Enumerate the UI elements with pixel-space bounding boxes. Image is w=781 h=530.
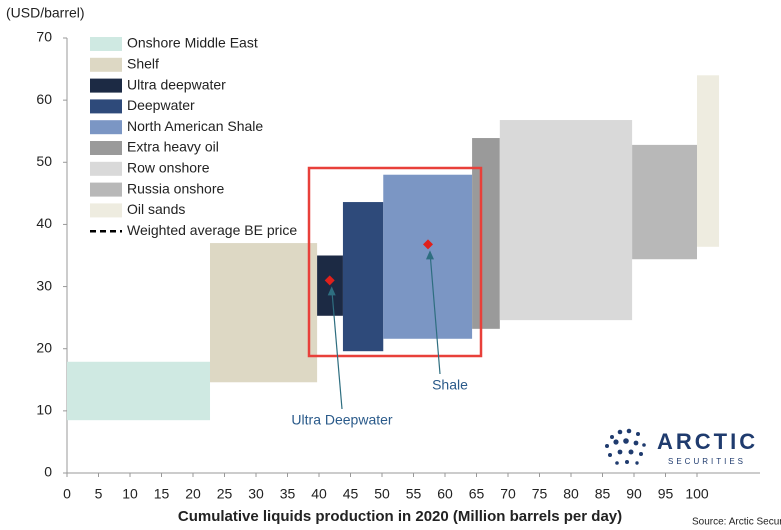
highlight-box [307, 166, 483, 358]
legend-label: Russia onshore [127, 180, 224, 196]
range-bar [210, 243, 318, 383]
legend-label: Row onshore [127, 160, 210, 176]
range-bar [67, 361, 211, 421]
annotation-label: Shale [432, 377, 468, 393]
x-tick-label: 100 [685, 486, 709, 502]
logo-name: ARCTIC [657, 429, 758, 454]
legend-label: Onshore Middle East [127, 35, 258, 51]
x-tick-label: 85 [595, 486, 611, 502]
legend-label: North American Shale [127, 118, 263, 134]
y-tick-label: 50 [36, 153, 52, 169]
legend-label: Ultra deepwater [127, 76, 226, 92]
x-tick-label: 60 [437, 486, 453, 502]
y-tick-label: 20 [36, 339, 52, 355]
x-tick-label: 50 [374, 486, 390, 502]
y-tick-label: 70 [36, 29, 52, 45]
x-tick-label: 35 [280, 486, 296, 502]
legend-label: Weighted average BE price [127, 222, 297, 238]
y-tick-label: 0 [44, 464, 52, 480]
logo [605, 428, 646, 465]
annotation-label: Ultra Deepwater [291, 412, 392, 428]
x-tick-label: 30 [248, 486, 264, 502]
x-tick-label: 45 [343, 486, 359, 502]
x-tick-label: 65 [469, 486, 485, 502]
y-tick-label: 10 [36, 402, 52, 418]
legend-swatch [90, 99, 122, 114]
legend-swatch [90, 203, 122, 218]
range-bar [697, 75, 720, 247]
legend-label: Deepwater [127, 97, 195, 113]
annotation-marker [324, 275, 335, 286]
legend-label: Shelf [127, 56, 159, 72]
legend-swatch [90, 120, 122, 135]
x-tick-label: 80 [563, 486, 579, 502]
legend-swatch [90, 37, 122, 51]
range-bar [472, 138, 500, 329]
annotation-arrowhead [425, 250, 434, 260]
x-tick-label: 75 [532, 486, 548, 502]
range-bar [317, 255, 343, 316]
legend-swatch [90, 78, 122, 93]
y-tick-label: 30 [36, 277, 52, 293]
logo-tagline: SECURITIES [668, 457, 746, 466]
legend-label: Extra heavy oil [127, 139, 219, 155]
annotation-arrow [331, 288, 343, 410]
legend-swatch [90, 141, 122, 155]
x-axis-label: Cumulative liquids production in 2020 (M… [178, 508, 622, 525]
legend-swatch [90, 57, 122, 72]
x-tick-label: 90 [626, 486, 642, 502]
logo-dots [605, 428, 646, 465]
range-bar [499, 120, 633, 321]
legend-swatch [90, 182, 122, 197]
annotation-marker [422, 239, 433, 250]
legend-label: Oil sands [127, 201, 185, 217]
y-tick-label: 60 [36, 91, 52, 107]
x-tick-label: 5 [95, 486, 103, 502]
y-axis-label: (USD/barrel) [6, 5, 85, 21]
x-tick-label: 20 [185, 486, 201, 502]
x-tick-label: 10 [122, 486, 138, 502]
annotation-arrow [429, 252, 441, 375]
x-tick-label: 0 [63, 486, 71, 502]
x-tick-label: 40 [311, 486, 327, 502]
range-bar [342, 202, 384, 352]
x-tick-label: 95 [658, 486, 674, 502]
source-note: Source: Arctic Securities [692, 517, 781, 528]
x-tick-label: 15 [154, 486, 170, 502]
annotation-arrowhead [327, 286, 336, 296]
x-tick-label: 70 [500, 486, 516, 502]
x-tick-label: 25 [217, 486, 233, 502]
x-tick-label: 55 [406, 486, 422, 502]
range-bar [632, 144, 697, 260]
y-tick-label: 40 [36, 215, 52, 231]
legend-swatch [90, 161, 122, 176]
